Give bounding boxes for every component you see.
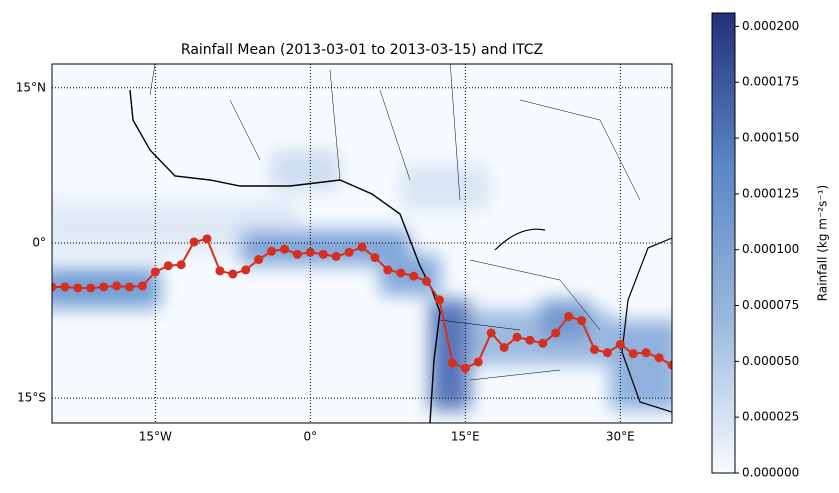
map — [52, 64, 672, 423]
itcz-point — [150, 267, 160, 277]
itcz-point — [163, 261, 173, 271]
itcz-point — [473, 357, 483, 367]
itcz-point — [551, 328, 561, 338]
itcz-point — [202, 234, 212, 244]
itcz-point — [667, 360, 672, 370]
itcz-point — [344, 247, 354, 257]
itcz-point — [267, 246, 277, 256]
itcz-point — [176, 260, 186, 270]
itcz-point — [137, 281, 147, 291]
itcz-point — [254, 255, 264, 265]
itcz-point — [654, 353, 664, 363]
itcz-point — [318, 249, 328, 259]
coastline — [621, 237, 672, 413]
colorbar-tick-label: 0.000100 — [742, 242, 799, 256]
itcz-point — [538, 338, 548, 348]
colorbar-tick-label: 0.000025 — [742, 410, 799, 424]
colorbar-tick-label: 0.000050 — [742, 354, 799, 368]
colorbar-tick-label: 0.000125 — [742, 186, 799, 200]
itcz-point — [112, 281, 122, 291]
x-tick-label: 30°E — [606, 430, 635, 444]
itcz-point — [564, 311, 574, 321]
itcz-point — [73, 283, 83, 293]
borders — [149, 64, 641, 381]
colorbar-tick-label: 0.000075 — [742, 298, 799, 312]
itcz-point — [435, 295, 444, 305]
colorbar — [711, 12, 736, 474]
itcz-point — [628, 349, 638, 359]
itcz-point — [125, 282, 134, 292]
itcz-point — [370, 252, 380, 262]
itcz-point — [86, 283, 96, 293]
itcz-point — [60, 282, 70, 292]
itcz-point — [499, 342, 509, 352]
itcz-point — [460, 363, 470, 373]
itcz-point — [331, 251, 341, 261]
x-tick-label: 0° — [304, 430, 318, 444]
itcz-point — [215, 266, 225, 276]
itcz-point — [396, 268, 406, 278]
rainfall-field — [52, 150, 672, 410]
lake — [494, 228, 546, 251]
itcz-point — [525, 335, 535, 345]
itcz-point — [602, 348, 612, 358]
itcz-point — [99, 282, 109, 292]
colorbar-tick-label: 0.000175 — [742, 75, 799, 89]
x-tick-label: 15°W — [139, 430, 172, 444]
chart-title: Rainfall Mean (2013-03-01 to 2013-03-15)… — [181, 42, 543, 58]
itcz-point — [486, 328, 496, 338]
x-tick-label: 15°E — [451, 430, 480, 444]
itcz-point — [422, 276, 432, 286]
map-frame — [51, 63, 673, 424]
itcz-point — [590, 345, 599, 355]
colorbar-ticks: 0.000000 0.000025 0.000050 0.000075 0.000100… — [735, 19, 799, 480]
itcz-point — [241, 265, 251, 275]
colorbar-tick-label: 0.000000 — [742, 466, 799, 480]
y-tick-label: 15°S — [17, 391, 46, 405]
itcz-point — [447, 358, 457, 368]
itcz-point — [577, 316, 587, 326]
itcz-point — [280, 244, 289, 254]
itcz-point — [357, 242, 367, 252]
itcz-point — [409, 271, 419, 281]
itcz-point — [52, 282, 57, 292]
colorbar-label: Rainfall (kg m⁻²s⁻¹) — [816, 185, 830, 301]
itcz-point — [383, 265, 393, 275]
y-tick-label: 15°N — [16, 80, 46, 94]
itcz-point — [228, 269, 238, 279]
axis-labels: 15°W 0° 15°E 30°E 15°S 0° 15°N — [16, 80, 635, 443]
y-tick-label: 0° — [32, 235, 46, 249]
itcz-point — [615, 339, 625, 349]
itcz-point — [292, 249, 302, 259]
itcz-point — [512, 332, 522, 342]
itcz-point — [305, 247, 315, 257]
colorbar-tick-label: 0.000200 — [742, 19, 799, 33]
itcz — [52, 234, 672, 373]
colorbar-tick-label: 0.000150 — [742, 131, 799, 145]
itcz-point — [641, 348, 651, 358]
itcz-point — [189, 237, 199, 247]
